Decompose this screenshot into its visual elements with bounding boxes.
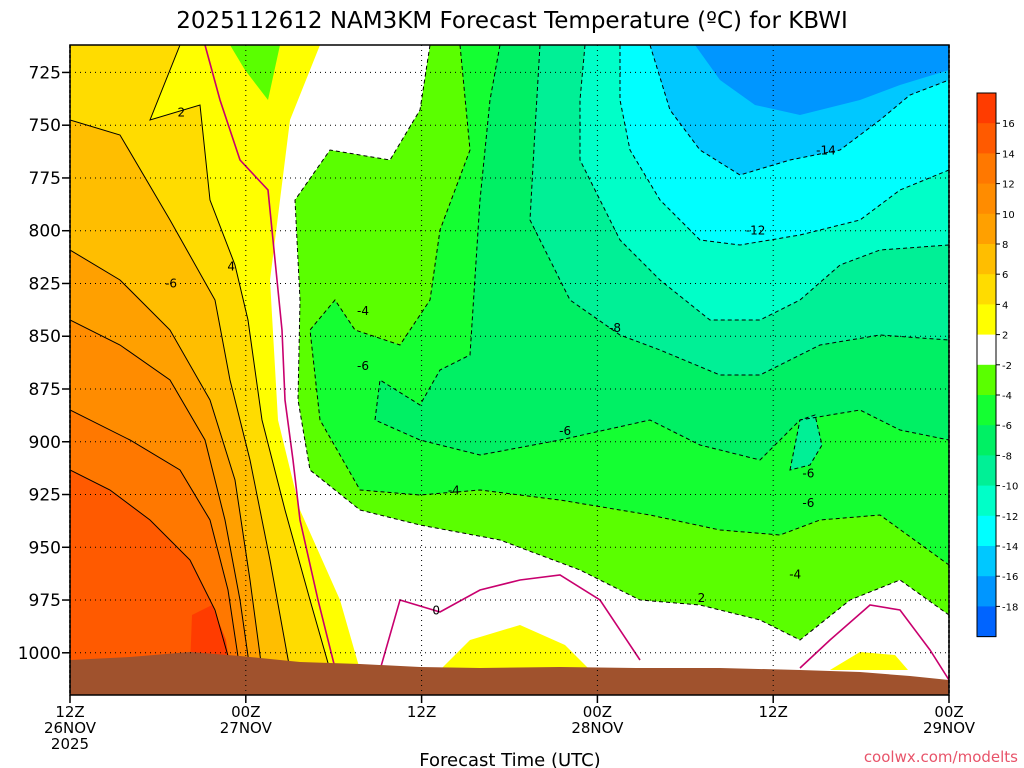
contour-label: -12 bbox=[746, 224, 766, 238]
fill-minus16-to-minus18 bbox=[695, 45, 949, 115]
colorbar-bin bbox=[977, 364, 996, 396]
colorbar-label: 8 bbox=[1002, 240, 1008, 251]
temperature-fill-layer bbox=[70, 45, 949, 695]
y-tick-label: 900 bbox=[29, 433, 61, 453]
colorbar-bin bbox=[977, 244, 996, 275]
y-tick-label: 775 bbox=[29, 169, 61, 189]
colorbar-label: -10 bbox=[1002, 482, 1018, 493]
colorbar-label: 10 bbox=[1002, 210, 1015, 221]
colorbar-label: -12 bbox=[1002, 512, 1018, 523]
contour-label: -14 bbox=[816, 144, 836, 158]
fill-14-to-16 bbox=[70, 470, 232, 670]
colorbar-bin bbox=[977, 213, 996, 245]
colorbar: 16 14 12 10 8 6 4 2 -2 -4 -6 -8 -10 -12 -14 -16 -18 bbox=[976, 92, 1018, 638]
colorbar-bin bbox=[977, 153, 996, 185]
contour-zero-left bbox=[204, 45, 336, 669]
y-tick-label: 975 bbox=[29, 591, 61, 611]
x-axis-label: Forecast Time (UTC) bbox=[419, 750, 600, 768]
x-tick-label: 00Z bbox=[934, 703, 963, 721]
x-tick-label: 2025 bbox=[51, 735, 89, 753]
fill-16-plus bbox=[190, 605, 230, 668]
y-tick-label: 750 bbox=[29, 116, 61, 136]
contour-zero-low bbox=[379, 574, 641, 671]
fill-warm-pocket-right bbox=[830, 652, 908, 670]
x-tick-label: 12Z bbox=[759, 703, 788, 721]
colorbar-bin bbox=[977, 304, 996, 336]
fill-warm-pocket-lowlevel bbox=[440, 625, 590, 670]
time-gridlines bbox=[245, 45, 774, 695]
y-tick-label: 925 bbox=[29, 486, 61, 506]
contour-label: -4 bbox=[789, 568, 801, 582]
contour-labels: 2 4 -6 -4 -6 -8 -12 -14 -6 -4 -6 -6 -4 2 0 bbox=[165, 106, 836, 618]
colorbar-label: 16 bbox=[1002, 119, 1015, 130]
colorbar-label: 2 bbox=[1002, 331, 1008, 342]
colorbar-bin bbox=[977, 334, 996, 366]
x-tick-label: 28NOV bbox=[571, 719, 624, 737]
colorbar-bin bbox=[977, 576, 996, 607]
chart-title: 2025112612 NAM3KM Forecast Temperature (… bbox=[176, 8, 848, 34]
colorbar-bin bbox=[977, 455, 996, 487]
colorbar-label: 14 bbox=[1002, 149, 1015, 160]
colorbar-label: -8 bbox=[1002, 451, 1012, 462]
y-axis: 725 750 775 800 825 850 875 900 925 950 975 1000 bbox=[18, 63, 70, 664]
contour-label: -4 bbox=[448, 483, 460, 497]
colorbar-bin bbox=[977, 93, 996, 124]
colorbar-label: 12 bbox=[1002, 180, 1015, 191]
y-tick-label: 850 bbox=[29, 327, 61, 347]
contour-label: -8 bbox=[609, 321, 621, 335]
negative-contours bbox=[294, 45, 949, 641]
colorbar-bin bbox=[977, 425, 996, 456]
y-tick-label: 800 bbox=[29, 222, 61, 242]
colorbar-bin bbox=[977, 123, 996, 154]
colorbar-label: -18 bbox=[1002, 602, 1018, 613]
fill-pocket-minus6-to-minus8 bbox=[790, 415, 822, 470]
contour-label: -6 bbox=[357, 359, 369, 373]
ground-terrain bbox=[70, 652, 949, 695]
x-tick-label: 29NOV bbox=[923, 719, 976, 737]
contour-label: 4 bbox=[227, 260, 235, 274]
x-tick-label: 12Z bbox=[407, 703, 436, 721]
contour-label: 0 bbox=[432, 604, 440, 618]
colorbar-bin bbox=[977, 515, 996, 547]
y-tick-label: 950 bbox=[29, 538, 61, 558]
x-tick-label: 26NOV bbox=[44, 719, 97, 737]
y-tick-label: 825 bbox=[29, 274, 61, 294]
contour-label: 2 bbox=[698, 591, 706, 605]
colorbar-bin bbox=[977, 606, 996, 638]
contour-label: -6 bbox=[802, 496, 814, 510]
colorbar-bin bbox=[977, 183, 996, 215]
colorbar-label: 4 bbox=[1002, 300, 1008, 311]
colorbar-label: -4 bbox=[1002, 391, 1012, 402]
colorbar-bin bbox=[977, 274, 996, 305]
y-tick-label: 725 bbox=[29, 63, 61, 83]
x-tick-label: 27NOV bbox=[220, 719, 273, 737]
x-tick-label: 00Z bbox=[583, 703, 612, 721]
colorbar-bin bbox=[977, 395, 996, 426]
contour-label: -6 bbox=[165, 276, 177, 290]
x-tick-label: 00Z bbox=[231, 703, 260, 721]
y-tick-label: 1000 bbox=[18, 644, 61, 664]
colorbar-label: -16 bbox=[1002, 572, 1018, 583]
colorbar-label: -14 bbox=[1002, 542, 1018, 553]
colorbar-label: -6 bbox=[1002, 421, 1012, 432]
contour-label: -4 bbox=[357, 304, 369, 318]
colorbar-label: 6 bbox=[1002, 270, 1008, 281]
colorbar-bin bbox=[977, 485, 996, 517]
credit-text[interactable]: coolwx.com/modelts bbox=[864, 748, 1018, 766]
colorbar-label: -2 bbox=[1002, 361, 1012, 372]
x-tick-label: 12Z bbox=[55, 703, 84, 721]
contour-label: -6 bbox=[802, 466, 814, 480]
contour-label: 2 bbox=[178, 106, 186, 120]
contour-label: -6 bbox=[559, 424, 571, 438]
y-tick-label: 875 bbox=[29, 380, 61, 400]
colorbar-bin bbox=[977, 546, 996, 577]
contour-zero-right bbox=[799, 604, 949, 681]
